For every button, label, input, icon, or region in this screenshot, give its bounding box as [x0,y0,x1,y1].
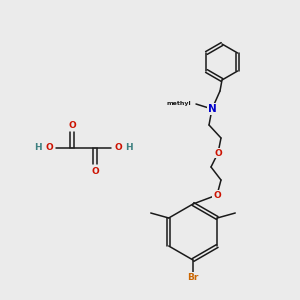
Text: methyl: methyl [167,100,191,106]
Text: N: N [208,104,216,114]
Text: O: O [91,167,99,176]
Text: H: H [34,143,42,152]
Text: O: O [214,148,222,158]
Text: Br: Br [187,272,199,281]
Text: O: O [213,190,221,200]
Text: H: H [125,143,133,152]
Text: O: O [45,143,53,152]
Text: O: O [114,143,122,152]
Text: O: O [68,121,76,130]
